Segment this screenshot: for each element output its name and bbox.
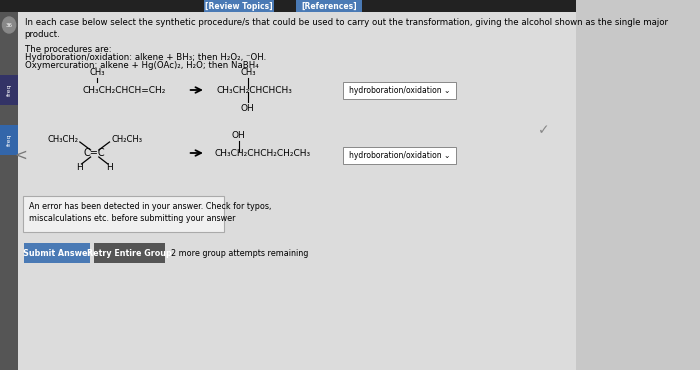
Text: CH₃: CH₃ bbox=[240, 68, 256, 77]
Text: Oxymercuration: alkene + Hg(OAc)₂, H₂O; then NaBH₄: Oxymercuration: alkene + Hg(OAc)₂, H₂O; … bbox=[25, 61, 258, 70]
FancyBboxPatch shape bbox=[204, 0, 274, 12]
Text: hydroboration/oxidation ⌄: hydroboration/oxidation ⌄ bbox=[349, 151, 450, 160]
Text: 2 more group attempts remaining: 2 more group attempts remaining bbox=[172, 249, 309, 258]
Text: <: < bbox=[14, 148, 27, 162]
Text: CH₃CH₂: CH₃CH₂ bbox=[47, 135, 78, 144]
Circle shape bbox=[3, 17, 15, 33]
Text: Submit Answer: Submit Answer bbox=[22, 249, 91, 258]
Text: An error has been detected in your answer. Check for typos,
miscalculations etc.: An error has been detected in your answe… bbox=[29, 202, 271, 223]
Text: H: H bbox=[76, 162, 83, 172]
Text: CH₃CH₂CHCH=CH₂: CH₃CH₂CHCH=CH₂ bbox=[83, 85, 166, 94]
Text: hydroboration/oxidation ⌄: hydroboration/oxidation ⌄ bbox=[349, 86, 450, 95]
Text: In each case below select the synthetic procedure/s that could be used to carry : In each case below select the synthetic … bbox=[25, 18, 668, 39]
Text: Retry Entire Group: Retry Entire Group bbox=[87, 249, 172, 258]
FancyBboxPatch shape bbox=[343, 82, 456, 99]
FancyBboxPatch shape bbox=[0, 0, 576, 12]
Text: freq: freq bbox=[6, 84, 12, 96]
Text: Hydroboration/oxidation: alkene + BH₃; then H₂O₂, ⁻OH.: Hydroboration/oxidation: alkene + BH₃; t… bbox=[25, 53, 266, 62]
Text: CH₃CH₂CHCH₂CH₂CH₃: CH₃CH₂CHCH₂CH₂CH₃ bbox=[214, 148, 310, 158]
Text: OH: OH bbox=[232, 131, 246, 140]
FancyBboxPatch shape bbox=[0, 75, 18, 105]
Text: CH₃: CH₃ bbox=[90, 68, 105, 77]
FancyBboxPatch shape bbox=[18, 12, 576, 370]
FancyBboxPatch shape bbox=[94, 243, 165, 263]
Text: freq: freq bbox=[6, 134, 12, 146]
FancyBboxPatch shape bbox=[0, 12, 18, 370]
FancyBboxPatch shape bbox=[296, 0, 362, 12]
Text: OH: OH bbox=[241, 104, 255, 113]
Text: [References]: [References] bbox=[302, 1, 357, 10]
Text: ✓: ✓ bbox=[538, 123, 549, 137]
Text: CH₂CH₃: CH₂CH₃ bbox=[111, 135, 142, 144]
Text: The procedures are:: The procedures are: bbox=[25, 45, 111, 54]
FancyBboxPatch shape bbox=[23, 196, 224, 232]
Text: [Review Topics]: [Review Topics] bbox=[205, 1, 272, 10]
FancyBboxPatch shape bbox=[24, 243, 90, 263]
Text: CH₃CH₂CHCHCH₃: CH₃CH₂CHCHCH₃ bbox=[216, 85, 293, 94]
Text: C=C: C=C bbox=[84, 148, 106, 158]
FancyBboxPatch shape bbox=[343, 147, 456, 164]
Text: 36: 36 bbox=[6, 23, 13, 27]
Text: H: H bbox=[106, 162, 113, 172]
FancyBboxPatch shape bbox=[0, 125, 18, 155]
